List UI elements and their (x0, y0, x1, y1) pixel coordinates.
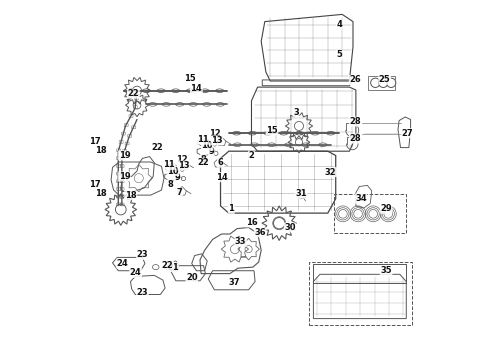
Text: 13: 13 (178, 161, 190, 170)
Text: 8: 8 (167, 180, 173, 189)
Text: 19: 19 (119, 172, 130, 181)
Text: 18: 18 (95, 146, 107, 155)
Text: 8: 8 (200, 154, 206, 163)
Text: 22: 22 (127, 89, 139, 98)
Text: 17: 17 (89, 136, 100, 145)
Text: 27: 27 (401, 129, 413, 138)
Text: 9: 9 (208, 148, 214, 156)
Text: 26: 26 (349, 76, 361, 85)
Text: 28: 28 (349, 117, 361, 126)
Text: 37: 37 (228, 278, 240, 287)
Text: 32: 32 (325, 167, 337, 176)
Text: 22: 22 (162, 261, 173, 270)
Text: 20: 20 (186, 274, 197, 282)
Text: 2: 2 (248, 151, 254, 160)
Text: 18: 18 (125, 191, 136, 199)
Text: 17: 17 (89, 180, 100, 189)
Text: 15: 15 (266, 126, 278, 135)
Text: 16: 16 (245, 218, 257, 227)
Text: 22: 22 (151, 143, 163, 152)
Text: 21: 21 (167, 263, 179, 271)
Text: 36: 36 (254, 228, 266, 237)
Text: 34: 34 (355, 194, 367, 203)
Text: 24: 24 (130, 269, 142, 277)
Text: 9: 9 (174, 173, 180, 181)
Text: 33: 33 (235, 238, 246, 246)
Text: 29: 29 (380, 204, 392, 213)
Text: 10: 10 (201, 141, 213, 150)
Text: 35: 35 (380, 266, 392, 275)
Text: 15: 15 (184, 74, 196, 83)
Text: 19: 19 (119, 151, 130, 160)
Text: 10: 10 (167, 166, 179, 175)
Text: 28: 28 (349, 134, 361, 143)
Text: 22: 22 (198, 158, 210, 167)
Text: 5: 5 (336, 50, 342, 59)
Text: 30: 30 (284, 223, 296, 232)
Text: 13: 13 (211, 136, 223, 145)
Text: 7: 7 (176, 188, 182, 197)
Text: 25: 25 (379, 76, 391, 85)
Text: 23: 23 (137, 288, 148, 297)
Text: 1: 1 (228, 204, 234, 213)
Text: 31: 31 (295, 189, 307, 198)
Text: 14: 14 (216, 173, 227, 181)
Text: 3: 3 (293, 108, 299, 117)
Text: 18: 18 (95, 189, 107, 198)
Text: 6: 6 (218, 158, 223, 167)
Text: 12: 12 (209, 129, 221, 138)
Text: 11: 11 (164, 161, 175, 169)
Text: 24: 24 (117, 259, 128, 268)
Text: 12: 12 (176, 154, 188, 163)
Text: 23: 23 (137, 251, 148, 259)
Text: 4: 4 (336, 20, 342, 29)
Text: 14: 14 (191, 84, 202, 93)
Text: 11: 11 (196, 135, 208, 144)
